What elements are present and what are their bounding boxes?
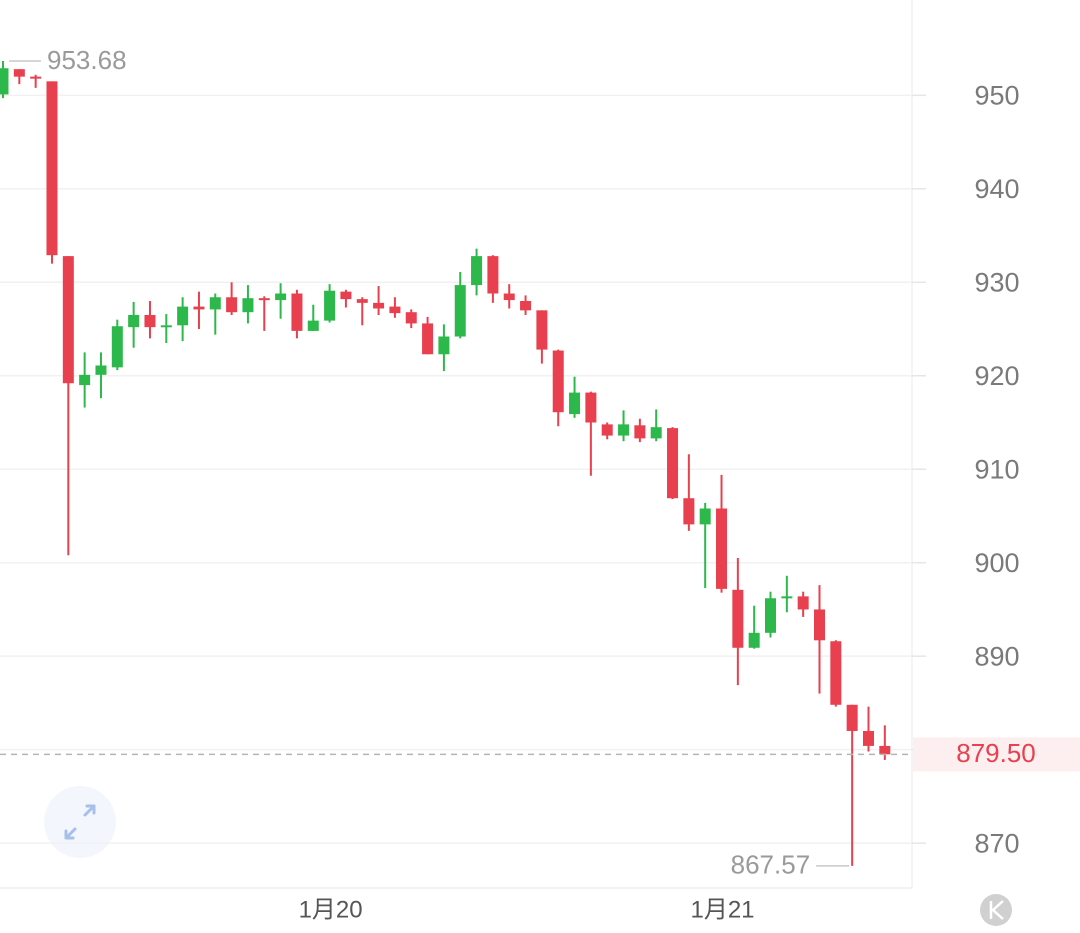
- y-tick-label: 950: [974, 80, 1019, 110]
- candle-body: [699, 508, 711, 525]
- candle-body: [389, 306, 401, 314]
- candle-body: [193, 306, 205, 310]
- last-price-bg: [913, 737, 1080, 772]
- candle-body: [79, 374, 91, 386]
- candle-body: [520, 300, 532, 311]
- y-tick-label: 870: [974, 828, 1019, 858]
- candle-body: [536, 310, 548, 350]
- candle-body: [144, 315, 156, 328]
- candle-body: [634, 425, 646, 439]
- candle-body: [128, 315, 140, 328]
- kline-button[interactable]: [980, 894, 1012, 926]
- candle-body: [618, 424, 630, 436]
- candle-body: [487, 256, 499, 294]
- candle-body: [830, 641, 842, 705]
- candle-body: [111, 326, 123, 368]
- candle-body: [30, 76, 42, 79]
- candle-body: [862, 730, 874, 746]
- candle-body: [454, 285, 466, 337]
- candle-body: [601, 424, 613, 436]
- expand-button-bg[interactable]: [44, 786, 116, 858]
- candle-body: [46, 81, 58, 256]
- candle-body: [748, 632, 760, 648]
- candle-body: [781, 596, 793, 599]
- low-marker-label: 867.57: [731, 850, 811, 880]
- candle-body: [650, 427, 662, 439]
- candle-body: [324, 290, 336, 321]
- candle-body: [307, 320, 319, 331]
- candle-body: [177, 306, 189, 326]
- x-tick-label: 1月20: [299, 896, 363, 923]
- candle-body: [275, 293, 287, 301]
- candle-body: [471, 256, 483, 286]
- candle-body: [340, 291, 352, 300]
- candle-body: [291, 293, 303, 331]
- y-tick-label: 940: [974, 174, 1019, 204]
- y-tick-label: 900: [974, 548, 1019, 578]
- candle-body: [209, 297, 221, 310]
- candle-body: [62, 256, 74, 384]
- candle-body: [732, 589, 744, 648]
- candle-body: [846, 704, 858, 731]
- candle-body: [438, 336, 450, 355]
- candle-body: [258, 298, 270, 301]
- candle-body: [765, 598, 777, 633]
- high-marker-label: 953.68: [47, 45, 127, 75]
- kline-icon[interactable]: [989, 900, 1004, 920]
- candle-body: [552, 350, 564, 413]
- last-price-label: 879.50: [956, 738, 1036, 768]
- y-tick-label: 920: [974, 361, 1019, 391]
- candle-body: [797, 596, 809, 610]
- expand-button[interactable]: [44, 786, 116, 858]
- candle-body: [13, 69, 25, 77]
- candle-body: [422, 323, 434, 355]
- candle-body: [716, 508, 728, 589]
- x-tick-label: 1月21: [690, 896, 754, 923]
- candle-body: [814, 609, 825, 641]
- candle-body: [373, 302, 385, 309]
- candle-body: [569, 392, 581, 415]
- candle-body: [667, 428, 679, 499]
- candle-body: [405, 312, 417, 324]
- kline-button-bg[interactable]: [980, 894, 1012, 926]
- y-tick-label: 930: [974, 267, 1019, 297]
- candle-body: [503, 293, 515, 301]
- y-tick-label: 890: [974, 641, 1019, 671]
- candle-body: [879, 745, 891, 755]
- candle-body: [242, 298, 254, 313]
- candle-body: [226, 297, 238, 313]
- candle-body: [160, 325, 172, 328]
- y-tick-label: 910: [974, 454, 1019, 484]
- candle-body: [0, 68, 9, 95]
- candle-body: [356, 299, 368, 303]
- candle-body: [95, 365, 107, 375]
- candle-body: [683, 498, 695, 525]
- expand-icon[interactable]: [64, 804, 96, 840]
- candle-body: [585, 392, 597, 423]
